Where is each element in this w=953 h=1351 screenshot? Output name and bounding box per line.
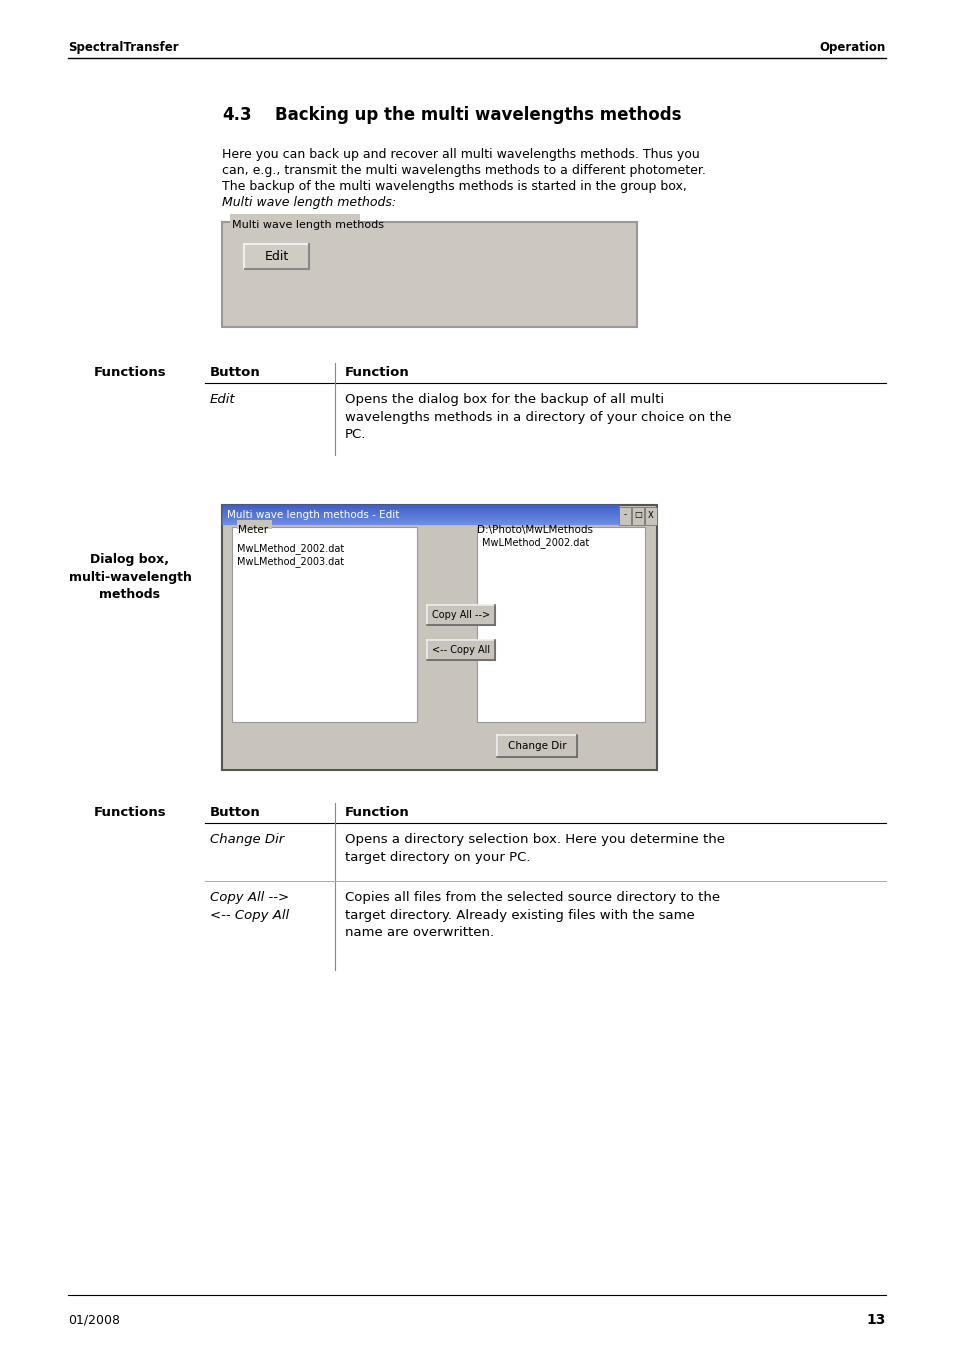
- Bar: [244, 245, 309, 269]
- Text: Operation: Operation: [819, 42, 885, 54]
- Bar: [427, 605, 495, 626]
- Text: Backing up the multi wavelengths methods: Backing up the multi wavelengths methods: [274, 105, 680, 124]
- Text: -: -: [623, 511, 626, 520]
- Text: The backup of the multi wavelengths methods is started in the group box,: The backup of the multi wavelengths meth…: [222, 180, 686, 193]
- Text: <-- Copy All: <-- Copy All: [432, 644, 490, 655]
- Text: Here you can back up and recover all multi wavelengths methods. Thus you: Here you can back up and recover all mul…: [222, 149, 699, 161]
- Text: 01/2008: 01/2008: [68, 1313, 120, 1327]
- Text: Function: Function: [345, 807, 410, 820]
- Bar: [618, 507, 630, 526]
- Text: Copies all files from the selected source directory to the
target directory. Alr: Copies all files from the selected sourc…: [345, 892, 720, 939]
- Text: Opens the dialog box for the backup of all multi
wavelengths methods in a direct: Opens the dialog box for the backup of a…: [345, 393, 731, 440]
- Text: Change Dir: Change Dir: [210, 834, 284, 846]
- Text: multi-wavelength: multi-wavelength: [69, 570, 192, 584]
- Bar: [230, 213, 359, 224]
- Bar: [644, 507, 657, 526]
- Text: D:\Photo\MwLMethods: D:\Photo\MwLMethods: [476, 526, 593, 535]
- Text: Button: Button: [210, 807, 260, 820]
- Text: Opens a directory selection box. Here you determine the
target directory on your: Opens a directory selection box. Here yo…: [345, 834, 724, 863]
- Bar: [222, 222, 637, 327]
- Text: Functions: Functions: [93, 366, 166, 380]
- Text: Edit: Edit: [210, 393, 235, 407]
- Bar: [497, 735, 577, 757]
- Text: Functions: Functions: [93, 807, 166, 820]
- Text: 13: 13: [865, 1313, 885, 1327]
- Text: X: X: [647, 511, 653, 520]
- Text: Copy All -->: Copy All -->: [432, 611, 490, 620]
- Bar: [232, 527, 416, 721]
- Text: Meter: Meter: [237, 526, 268, 535]
- Text: SpectralTransfer: SpectralTransfer: [68, 42, 178, 54]
- Text: MwLMethod_2003.dat: MwLMethod_2003.dat: [236, 557, 344, 567]
- Text: can, e.g., transmit the multi wavelengths methods to a different photometer.: can, e.g., transmit the multi wavelength…: [222, 163, 705, 177]
- Text: Dialog box,: Dialog box,: [91, 554, 170, 566]
- Text: methods: methods: [99, 588, 160, 600]
- Text: Multi wave length methods - Edit: Multi wave length methods - Edit: [227, 509, 399, 520]
- Text: MwLMethod_2002.dat: MwLMethod_2002.dat: [481, 536, 589, 549]
- Bar: [476, 527, 644, 721]
- Text: Function: Function: [345, 366, 410, 380]
- Text: Copy All -->
<-- Copy All: Copy All --> <-- Copy All: [210, 892, 289, 921]
- Text: □: □: [634, 511, 641, 520]
- Text: 4.3: 4.3: [222, 105, 252, 124]
- Text: Button: Button: [210, 366, 260, 380]
- Text: Multi wave length methods:: Multi wave length methods:: [222, 196, 395, 209]
- Text: MwLMethod_2002.dat: MwLMethod_2002.dat: [236, 543, 344, 554]
- Text: Change Dir: Change Dir: [507, 740, 566, 751]
- Text: Edit: Edit: [264, 250, 289, 263]
- Text: Multi wave length methods: Multi wave length methods: [232, 220, 384, 230]
- Bar: [427, 640, 495, 661]
- Bar: [236, 520, 272, 530]
- Bar: [631, 507, 643, 526]
- Bar: [222, 505, 657, 770]
